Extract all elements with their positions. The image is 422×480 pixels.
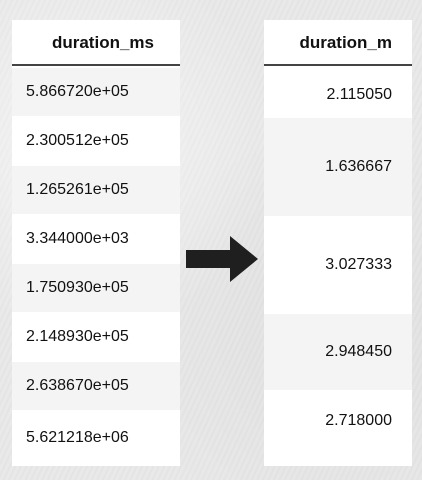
table-row: 1.265261e+05 — [12, 166, 180, 214]
left-table: duration_ms 5.866720e+05 2.300512e+05 1.… — [12, 20, 180, 466]
table-row: 2.948450 — [264, 314, 412, 390]
table-row: 3.344000e+03 — [12, 214, 180, 264]
right-table: duration_m 2.115050 1.636667 3.027333 2.… — [264, 20, 412, 466]
right-column-header: duration_m — [264, 20, 412, 66]
table-row: 2.300512e+05 — [12, 116, 180, 166]
left-column-header: duration_ms — [12, 20, 180, 66]
right-arrow-shape — [186, 236, 258, 282]
table-row: 2.638670e+05 — [12, 362, 180, 410]
table-row: 5.621218e+06 — [12, 410, 180, 466]
table-row: 5.866720e+05 — [12, 68, 180, 116]
table-row: 2.115050 — [264, 68, 412, 118]
table-row: 2.148930e+05 — [12, 312, 180, 362]
table-row: 2.718000 — [264, 390, 412, 466]
table-row: 3.027333 — [264, 216, 412, 314]
right-arrow-icon — [186, 236, 258, 282]
table-row: 1.636667 — [264, 118, 412, 216]
table-row: 1.750930e+05 — [12, 264, 180, 312]
